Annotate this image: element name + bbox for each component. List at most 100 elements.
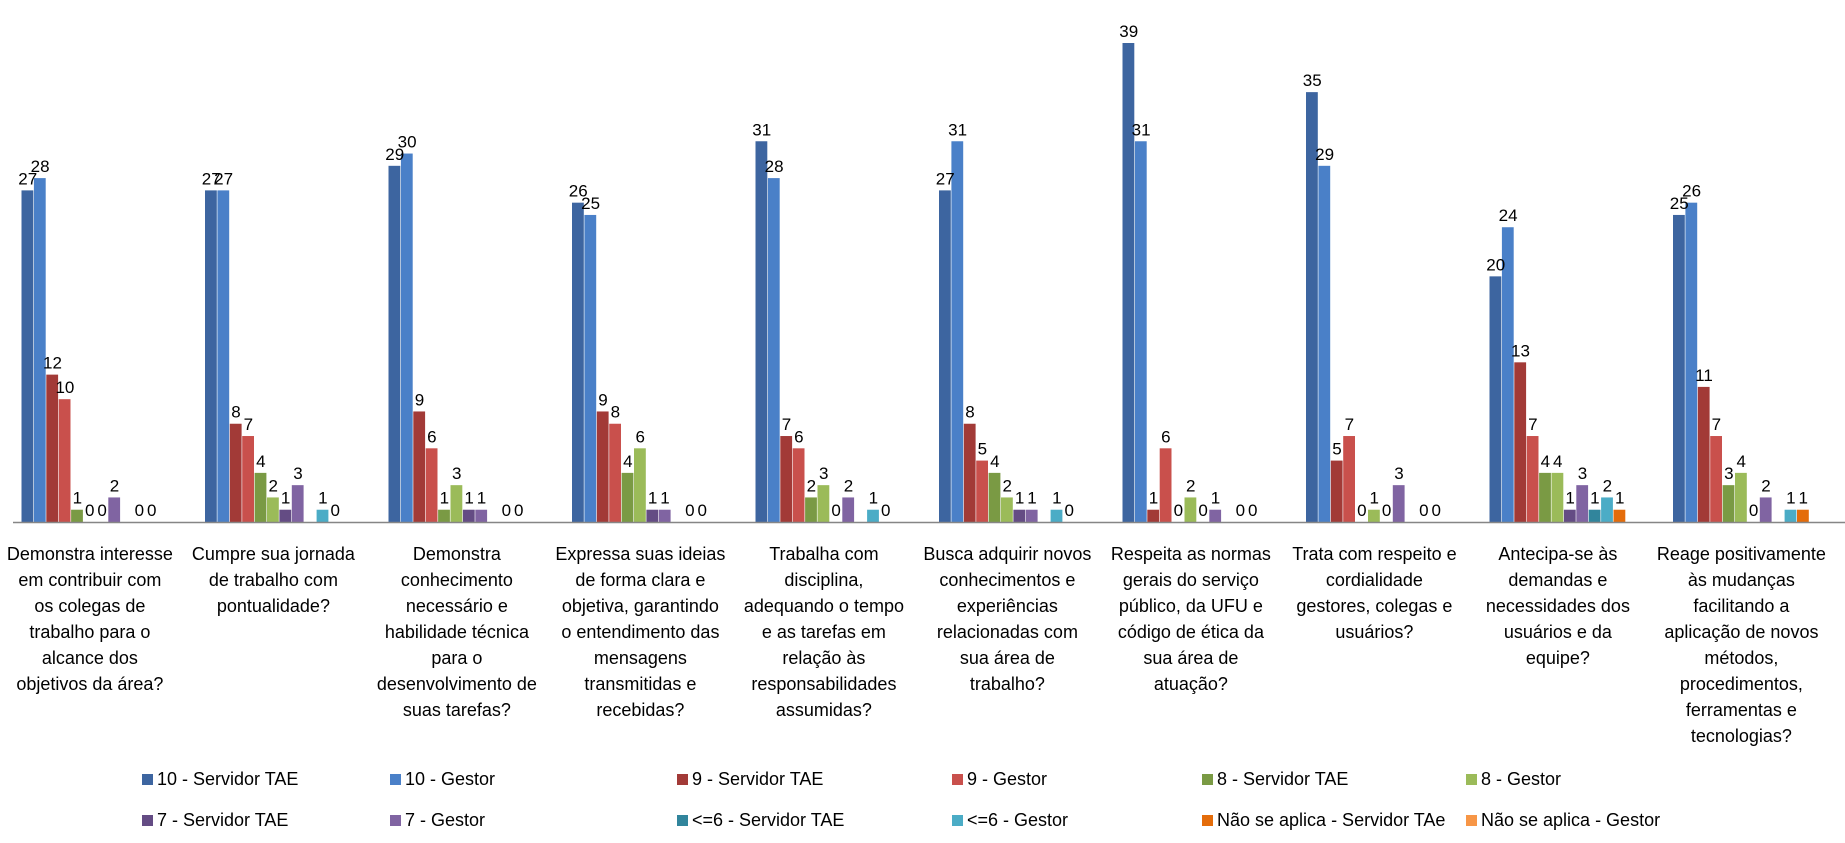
legend-swatch-10	[1202, 815, 1213, 826]
data-label-c5-s1: 31	[948, 120, 967, 139]
legend-swatch-2	[677, 774, 688, 785]
bar-c2-s3	[425, 448, 438, 522]
data-label-c2-s2: 9	[415, 390, 424, 409]
data-label-c0-s0: 27	[18, 169, 37, 188]
legend-label-8: <=6 - Servidor TAE	[692, 810, 844, 830]
data-label-c9-s10: 1	[1798, 489, 1807, 508]
data-label-c0-s7: 2	[110, 476, 119, 495]
category-labels-layer: Demonstra interesse em contribuir com os c…	[7, 544, 1826, 746]
legend-swatch-0	[142, 774, 153, 785]
bar-c0-s0	[21, 190, 34, 522]
bar-c3-s0	[572, 202, 584, 523]
legend-label-6: 7 - Servidor TAE	[157, 810, 288, 830]
legend-label-3: 9 - Gestor	[967, 769, 1047, 789]
data-label-c2-s5: 3	[452, 464, 461, 483]
data-label-c7-s2: 5	[1332, 440, 1341, 459]
data-label-c4-s7: 2	[844, 476, 853, 495]
data-label-c7-s9: 0	[1419, 501, 1428, 520]
bar-c0-s4	[71, 509, 83, 522]
data-label-c1-s5: 2	[268, 476, 277, 495]
bar-c8-s10	[1613, 509, 1626, 522]
data-label-c0-s6: 0	[97, 501, 106, 520]
data-label-c0-s5: 0	[85, 501, 94, 520]
data-label-c8-s6: 1	[1565, 489, 1574, 508]
bar-c8-s9	[1601, 497, 1613, 522]
bar-c7-s5	[1368, 509, 1380, 522]
legend-swatch-3	[952, 774, 963, 785]
legend-swatch-5	[1466, 774, 1477, 785]
data-label-c7-s6: 0	[1382, 501, 1391, 520]
data-label-c9-s1: 26	[1682, 182, 1701, 201]
data-label-c6-s1: 31	[1132, 120, 1151, 139]
bar-c1-s0	[205, 190, 217, 522]
data-label-c4-s3: 6	[794, 427, 803, 446]
bar-c8-s0	[1489, 276, 1502, 522]
bar-c3-s3	[609, 423, 621, 522]
data-label-c6-s2: 1	[1149, 489, 1158, 508]
data-label-c5-s2: 8	[965, 403, 974, 422]
category-label-7: Trata com respeito e cordialidade gestores…	[1292, 544, 1456, 642]
bar-c6-s0	[1122, 43, 1135, 522]
data-label-c8-s2: 13	[1511, 341, 1530, 360]
data-label-c1-s7: 3	[293, 464, 302, 483]
bar-c8-s7	[1576, 485, 1589, 522]
category-label-5: Busca adquirir novos conhecimentos e exper…	[923, 544, 1091, 694]
data-label-c5-s10: 0	[1064, 501, 1073, 520]
legend-swatch-7	[390, 815, 401, 826]
legend-label-2: 9 - Servidor TAE	[692, 769, 823, 789]
data-label-c2-s3: 6	[427, 427, 436, 446]
data-label-c1-s0: 27	[202, 169, 221, 188]
data-label-c8-s10: 1	[1615, 489, 1624, 508]
category-label-8: Antecipa-se às demandas e necessidades dos…	[1486, 544, 1630, 668]
data-label-c6-s6: 0	[1198, 501, 1207, 520]
bar-c7-s3	[1343, 436, 1355, 522]
data-label-c0-s2: 12	[43, 354, 62, 373]
legend-label-9: <=6 - Gestor	[967, 810, 1068, 830]
bar-c4-s5	[817, 485, 830, 522]
data-label-c4-s5: 3	[819, 464, 828, 483]
bar-c6-s2	[1147, 509, 1160, 522]
data-label-c5-s6: 1	[1015, 489, 1024, 508]
data-label-c5-s0: 27	[936, 169, 955, 188]
bar-c1-s5	[267, 497, 279, 522]
bar-c8-s2	[1514, 362, 1527, 522]
bar-c5-s1	[951, 141, 964, 522]
data-label-c3-s6: 1	[648, 489, 657, 508]
bar-c1-s4	[254, 472, 267, 522]
bar-c9-s1	[1685, 202, 1698, 523]
data-label-c6-s0: 39	[1119, 22, 1138, 41]
data-label-c8-s8: 1	[1590, 489, 1599, 508]
data-label-c5-s9: 1	[1052, 489, 1061, 508]
data-label-c4-s1: 28	[765, 157, 784, 176]
bar-c2-s1	[400, 153, 413, 523]
bar-c5-s3	[976, 460, 988, 522]
data-label-c0-s1: 28	[31, 157, 50, 176]
category-label-9: Reage positivamente às mudanças facilitand…	[1657, 544, 1826, 746]
legend-swatch-11	[1466, 815, 1477, 826]
bar-c8-s4	[1539, 472, 1551, 522]
bar-c3-s6	[646, 509, 659, 522]
bar-c4-s2	[780, 436, 793, 522]
data-label-c7-s7: 3	[1394, 464, 1403, 483]
data-label-c9-s7: 2	[1761, 476, 1770, 495]
bar-c5-s4	[988, 472, 1001, 522]
data-label-c9-s6: 0	[1749, 501, 1758, 520]
category-label-2: Demonstra conhecimento necessário e habilid…	[377, 544, 537, 720]
data-label-c2-s4: 1	[440, 489, 449, 508]
legend: 10 - Servidor TAE 10 - Gestor 9 - Servidor…	[142, 769, 1660, 830]
bars-layer	[21, 43, 1809, 523]
data-label-c1-s9: 1	[318, 489, 327, 508]
data-label-c3-s9: 0	[685, 501, 694, 520]
bar-c9-s2	[1697, 386, 1710, 522]
data-label-c1-s1: 27	[214, 169, 233, 188]
bar-c8-s1	[1501, 227, 1514, 523]
bar-c6-s1	[1134, 141, 1147, 522]
data-label-c8-s9: 2	[1603, 476, 1612, 495]
data-label-c5-s3: 5	[978, 440, 987, 459]
legend-swatch-9	[952, 815, 963, 826]
data-label-c1-s10: 0	[330, 501, 339, 520]
bar-c9-s7	[1759, 497, 1772, 522]
category-label-4: Trabalha com disciplina, adequando o tempo…	[744, 544, 904, 720]
data-label-c2-s10: 0	[514, 501, 523, 520]
data-label-c5-s5: 2	[1002, 476, 1011, 495]
